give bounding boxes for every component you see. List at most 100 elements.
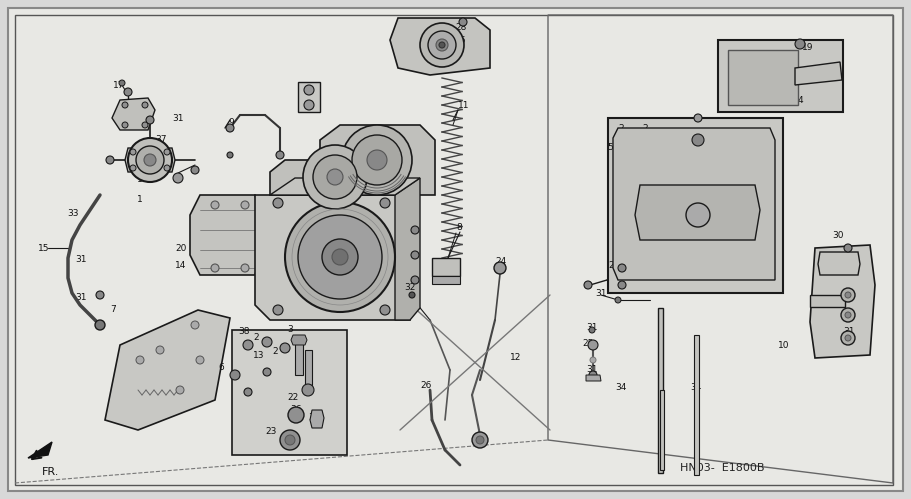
Circle shape — [436, 39, 448, 51]
Text: 2: 2 — [253, 332, 259, 341]
Text: 32: 32 — [404, 282, 415, 291]
Text: 17: 17 — [113, 80, 125, 89]
Text: 11: 11 — [458, 100, 469, 109]
Circle shape — [590, 357, 596, 363]
Text: 2: 2 — [684, 232, 690, 241]
Circle shape — [122, 102, 128, 108]
Text: 31: 31 — [595, 288, 607, 297]
Text: 34: 34 — [690, 384, 701, 393]
Bar — [658, 308, 663, 473]
Circle shape — [211, 201, 219, 209]
Text: 9: 9 — [228, 117, 234, 127]
Text: 1: 1 — [137, 196, 143, 205]
Bar — [608, 118, 783, 293]
Text: 31: 31 — [586, 323, 598, 332]
Circle shape — [589, 371, 597, 379]
Circle shape — [845, 292, 851, 298]
Circle shape — [130, 149, 136, 155]
Circle shape — [142, 102, 148, 108]
Polygon shape — [270, 160, 395, 195]
Text: 33: 33 — [67, 209, 78, 218]
Text: 24: 24 — [495, 257, 507, 266]
Text: 5: 5 — [607, 144, 613, 153]
Circle shape — [420, 23, 464, 67]
Polygon shape — [586, 375, 601, 381]
Text: 19: 19 — [802, 42, 814, 51]
Circle shape — [142, 122, 148, 128]
Circle shape — [96, 291, 104, 299]
Text: 2: 2 — [272, 347, 278, 356]
Text: HN03-  E1800B: HN03- E1800B — [680, 463, 764, 473]
Circle shape — [841, 288, 855, 302]
Text: 1: 1 — [137, 158, 143, 167]
Bar — [432, 276, 460, 284]
Circle shape — [472, 432, 488, 448]
Bar — [232, 330, 347, 455]
Text: 22: 22 — [287, 393, 298, 402]
Circle shape — [841, 331, 855, 345]
Text: 7: 7 — [110, 305, 116, 314]
Polygon shape — [810, 245, 875, 358]
Text: 20: 20 — [175, 244, 187, 252]
Text: 31: 31 — [843, 293, 855, 302]
Circle shape — [226, 124, 234, 132]
Circle shape — [106, 156, 114, 164]
Polygon shape — [390, 18, 490, 75]
Bar — [305, 350, 312, 385]
Polygon shape — [190, 195, 265, 275]
Circle shape — [298, 215, 382, 299]
Text: 29: 29 — [608, 261, 619, 270]
Polygon shape — [310, 410, 324, 428]
Circle shape — [273, 198, 283, 208]
Circle shape — [367, 150, 387, 170]
Bar — [694, 335, 699, 475]
Text: 25: 25 — [582, 339, 593, 348]
Text: 28: 28 — [455, 22, 466, 31]
Polygon shape — [635, 185, 760, 240]
Bar — [295, 335, 303, 375]
Bar — [718, 40, 843, 112]
Bar — [728, 50, 798, 105]
Circle shape — [304, 100, 314, 110]
Text: 31: 31 — [75, 255, 87, 264]
Circle shape — [795, 39, 805, 49]
Text: FR.: FR. — [42, 467, 59, 477]
Text: 31: 31 — [172, 113, 183, 122]
Circle shape — [173, 173, 183, 183]
Polygon shape — [28, 442, 52, 458]
Text: 36: 36 — [290, 406, 302, 415]
Circle shape — [841, 308, 855, 322]
Text: 26: 26 — [420, 381, 432, 390]
Circle shape — [476, 436, 484, 444]
Circle shape — [241, 201, 249, 209]
Text: 16: 16 — [455, 35, 466, 44]
Circle shape — [589, 327, 595, 333]
Polygon shape — [795, 62, 842, 85]
Bar — [298, 82, 320, 112]
Circle shape — [694, 114, 702, 122]
Polygon shape — [320, 125, 435, 195]
Polygon shape — [818, 252, 860, 275]
Circle shape — [119, 80, 125, 86]
Circle shape — [288, 407, 304, 423]
Circle shape — [304, 85, 314, 95]
Text: 13: 13 — [137, 176, 148, 185]
Circle shape — [124, 88, 132, 96]
Text: 2: 2 — [618, 123, 624, 133]
Circle shape — [95, 320, 105, 330]
Circle shape — [263, 368, 271, 376]
Text: 23: 23 — [265, 428, 276, 437]
Polygon shape — [105, 310, 230, 430]
Polygon shape — [395, 178, 420, 320]
Text: 10: 10 — [778, 340, 790, 349]
Bar — [810, 295, 845, 307]
Circle shape — [164, 149, 170, 155]
Circle shape — [618, 264, 626, 272]
Circle shape — [156, 346, 164, 354]
Circle shape — [615, 297, 621, 303]
Text: 34: 34 — [615, 384, 627, 393]
Circle shape — [327, 169, 343, 185]
Text: 3: 3 — [287, 325, 292, 334]
Text: 4: 4 — [798, 95, 804, 104]
Circle shape — [136, 146, 164, 174]
